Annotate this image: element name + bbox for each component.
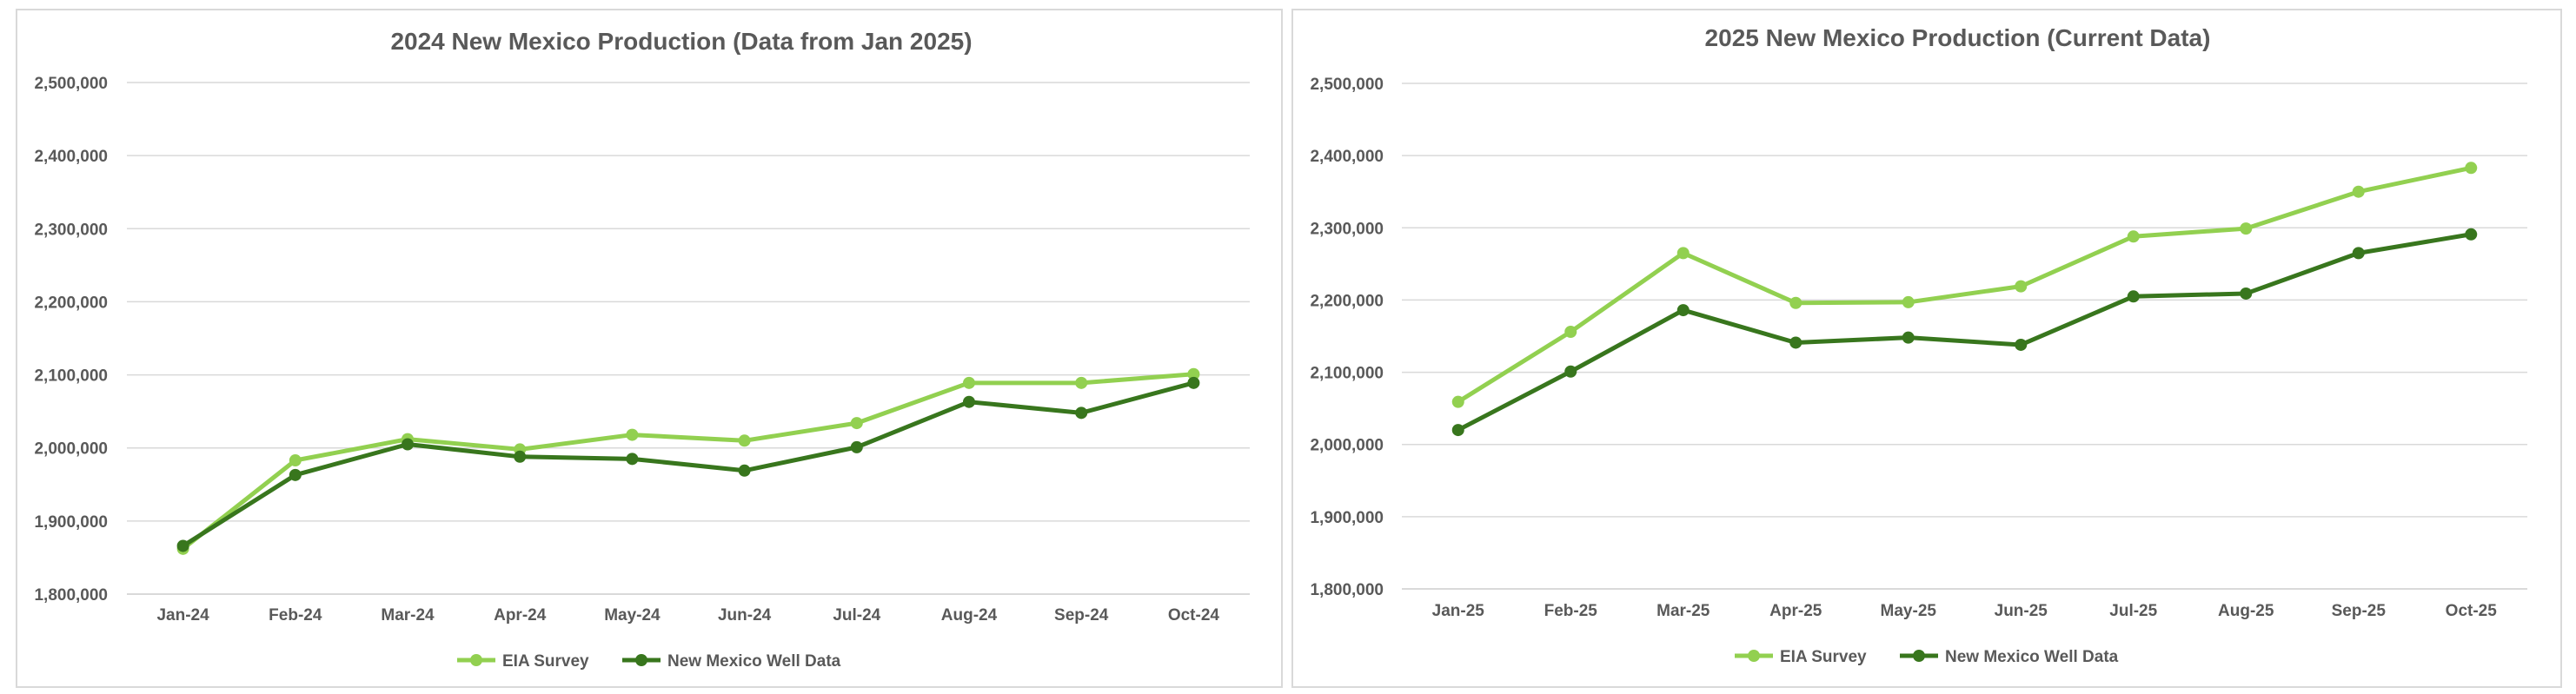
y-tick-label: 2,000,000 — [1310, 437, 1384, 455]
data-point — [2127, 230, 2140, 243]
data-point — [2465, 162, 2478, 175]
legend-swatch-marker — [1748, 650, 1760, 662]
x-tick-label: Aug-24 — [941, 606, 998, 625]
x-tick-label: Apr-24 — [494, 606, 547, 625]
x-tick-label: Jun-24 — [718, 606, 772, 625]
x-tick-label: Jun-25 — [1995, 602, 2048, 620]
x-tick-label: Jul-25 — [2109, 602, 2157, 620]
y-tick-label: 2,300,000 — [34, 221, 108, 239]
chart-2025-svg: 2025 New Mexico Production (Current Data… — [1310, 24, 2527, 666]
legend-label: New Mexico Well Data — [1945, 648, 2119, 666]
data-point — [2240, 222, 2253, 235]
data-point — [738, 464, 751, 477]
chart-panel-2024: 2024 New Mexico Production (Data from Ja… — [16, 9, 1283, 688]
data-point — [402, 438, 414, 451]
data-point — [1075, 376, 1088, 389]
legend-label: New Mexico Well Data — [667, 652, 841, 671]
x-tick-label: Sep-25 — [2332, 602, 2387, 620]
data-point — [738, 434, 751, 447]
data-point — [626, 453, 639, 466]
y-tick-label: 2,400,000 — [34, 148, 108, 166]
chart-2024-svg: 2024 New Mexico Production (Data from Ja… — [34, 28, 1250, 671]
legend-item: New Mexico Well Data — [622, 652, 841, 671]
x-tick-label: Jan-25 — [1432, 602, 1485, 620]
y-tick-label: 2,000,000 — [34, 440, 108, 459]
data-point — [1564, 326, 1577, 339]
data-point — [289, 468, 302, 481]
data-point — [2352, 247, 2365, 260]
y-tick-label: 1,900,000 — [34, 513, 108, 532]
x-tick-label: Jul-24 — [833, 606, 880, 625]
data-point — [1676, 247, 1690, 260]
series-line-eia-survey — [1456, 165, 2473, 405]
data-point — [963, 395, 975, 408]
legend-item: EIA Survey — [457, 652, 589, 671]
y-tick-label: 1,800,000 — [1310, 581, 1384, 599]
y-tick-label: 2,400,000 — [1310, 148, 1384, 166]
data-point — [1789, 296, 1803, 309]
data-point — [2015, 338, 2028, 351]
data-point — [176, 539, 189, 552]
y-tick-label: 2,200,000 — [1310, 292, 1384, 310]
data-point — [1075, 406, 1088, 420]
data-point — [514, 450, 527, 463]
x-tick-label: Feb-25 — [1544, 602, 1598, 620]
legend-swatch-marker — [470, 654, 482, 666]
chart-title: 2024 New Mexico Production (Data from Ja… — [390, 28, 972, 55]
data-point — [2240, 287, 2253, 300]
chart-title: 2025 New Mexico Production (Current Data… — [1705, 24, 2211, 51]
legend-swatch-marker — [1913, 650, 1925, 662]
y-tick-label: 2,200,000 — [34, 294, 108, 312]
data-point — [1187, 376, 1200, 389]
data-point — [963, 376, 975, 389]
data-point — [2465, 228, 2478, 241]
x-tick-label: Feb-24 — [269, 606, 322, 625]
data-point — [1902, 331, 1915, 344]
x-tick-label: Jan-24 — [156, 606, 209, 625]
y-tick-label: 2,300,000 — [1310, 220, 1384, 238]
data-point — [1789, 336, 1803, 349]
x-tick-label: May-24 — [604, 606, 661, 625]
legend-swatch-marker — [635, 654, 647, 666]
y-tick-label: 2,100,000 — [1310, 365, 1384, 383]
series-line-eia-survey — [181, 372, 1196, 552]
data-point — [1902, 295, 1915, 308]
data-point — [1564, 365, 1577, 378]
y-tick-label: 2,100,000 — [34, 367, 108, 386]
legend-label: EIA Survey — [1780, 648, 1867, 666]
data-point — [1187, 367, 1200, 380]
legend-item: New Mexico Well Data — [1900, 648, 2119, 666]
x-tick-label: Oct-24 — [1168, 606, 1220, 625]
legend-item: EIA Survey — [1735, 648, 1867, 666]
x-tick-label: Apr-25 — [1769, 602, 1822, 620]
data-point — [850, 440, 863, 453]
data-point — [1676, 304, 1690, 317]
y-tick-label: 2,500,000 — [34, 75, 108, 93]
data-point — [1451, 395, 1464, 408]
series-line-well-data — [181, 380, 1196, 548]
y-tick-label: 2,500,000 — [1310, 76, 1384, 94]
x-tick-label: Aug-25 — [2218, 602, 2274, 620]
data-point — [626, 428, 639, 441]
x-tick-label: Oct-25 — [2446, 602, 2498, 620]
x-tick-label: Sep-24 — [1054, 606, 1109, 625]
data-point — [289, 454, 302, 467]
data-point — [2352, 185, 2365, 198]
y-tick-label: 1,900,000 — [1310, 509, 1384, 527]
data-point — [2015, 280, 2028, 293]
legend-label: EIA Survey — [502, 652, 589, 671]
chart-panel-2025: 2025 New Mexico Production (Current Data… — [1291, 9, 2562, 688]
y-tick-label: 1,800,000 — [34, 586, 108, 605]
data-point — [2127, 290, 2140, 303]
x-tick-label: May-25 — [1881, 602, 1937, 620]
x-tick-label: Mar-24 — [381, 606, 435, 625]
series-line-well-data — [1456, 232, 2473, 433]
data-point — [1451, 424, 1464, 437]
x-tick-label: Mar-25 — [1656, 602, 1710, 620]
data-point — [850, 417, 863, 430]
